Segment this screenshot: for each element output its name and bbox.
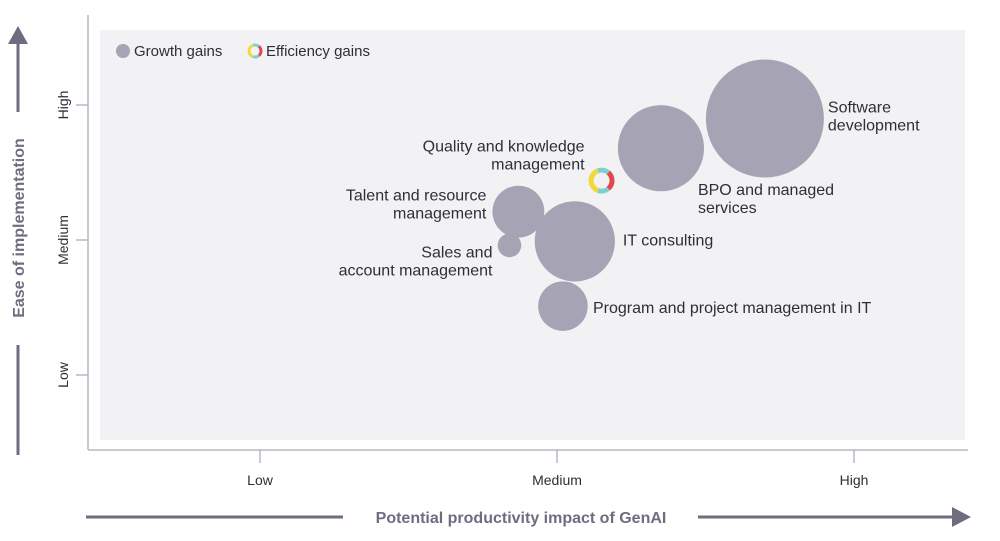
bubble-label: Software development <box>828 100 920 135</box>
bubble-label-line: Software <box>828 100 891 117</box>
bubble-label-line: Program and project management in IT <box>593 300 872 317</box>
plot-background <box>100 30 965 440</box>
bubble-label-line: management <box>393 206 487 223</box>
y-tick-label: High <box>55 91 71 120</box>
bubble-growth <box>705 59 824 178</box>
bubble-label-line: Quality and knowledge <box>423 139 585 156</box>
y-tick-label: Low <box>55 361 71 388</box>
y-axis-title-group: Ease of implementation <box>8 26 28 455</box>
x-tick-label: High <box>840 472 869 488</box>
y-axis-title: Ease of implementation <box>11 138 28 318</box>
y-tick-label: Medium <box>55 215 71 265</box>
bubble-label: IT consulting <box>623 232 713 249</box>
x-axis-title: Potential productivity impact of GenAI <box>376 510 667 527</box>
bubble-label-line: services <box>698 200 757 217</box>
bubble-label-line: Talent and resource <box>346 188 487 205</box>
bubble-label-line: development <box>828 118 920 135</box>
bubble-label: Sales and account management <box>339 244 493 279</box>
x-tick-label: Low <box>247 472 274 488</box>
legend-growth-marker <box>116 44 130 58</box>
arrow-up-icon <box>8 26 28 44</box>
bubble-growth <box>534 201 615 282</box>
bubble-label: Quality and knowledge management <box>423 139 585 174</box>
bubble-label-line: Sales and <box>421 244 492 261</box>
x-tick-label: Medium <box>532 472 582 488</box>
bubble-growth <box>497 233 522 258</box>
bubble-label-line: account management <box>339 262 493 279</box>
bubble-label-line: management <box>491 157 585 174</box>
bubble-label: Program and project management in IT <box>593 300 872 317</box>
bubble-label-line: BPO and managed <box>698 182 834 199</box>
bubble-label: BPO and managed services <box>698 182 834 217</box>
bubble-efficiency <box>588 167 615 194</box>
legend: Growth gains Efficiency gains <box>116 43 370 60</box>
bubble-label: Talent and resource management <box>346 188 487 223</box>
legend-efficiency-label: Efficiency gains <box>266 43 370 60</box>
bubble-growth <box>538 281 588 331</box>
legend-efficiency-marker <box>247 43 263 59</box>
bubble-growth <box>617 105 705 192</box>
x-axis-title-group: Potential productivity impact of GenAI <box>86 507 971 527</box>
arrow-right-icon <box>952 507 971 527</box>
bubble-growth <box>492 185 545 238</box>
bubble-label-line: IT consulting <box>623 232 713 249</box>
legend-growth-label: Growth gains <box>134 43 222 60</box>
